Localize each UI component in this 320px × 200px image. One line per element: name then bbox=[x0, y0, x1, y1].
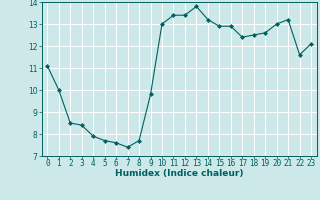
X-axis label: Humidex (Indice chaleur): Humidex (Indice chaleur) bbox=[115, 169, 244, 178]
